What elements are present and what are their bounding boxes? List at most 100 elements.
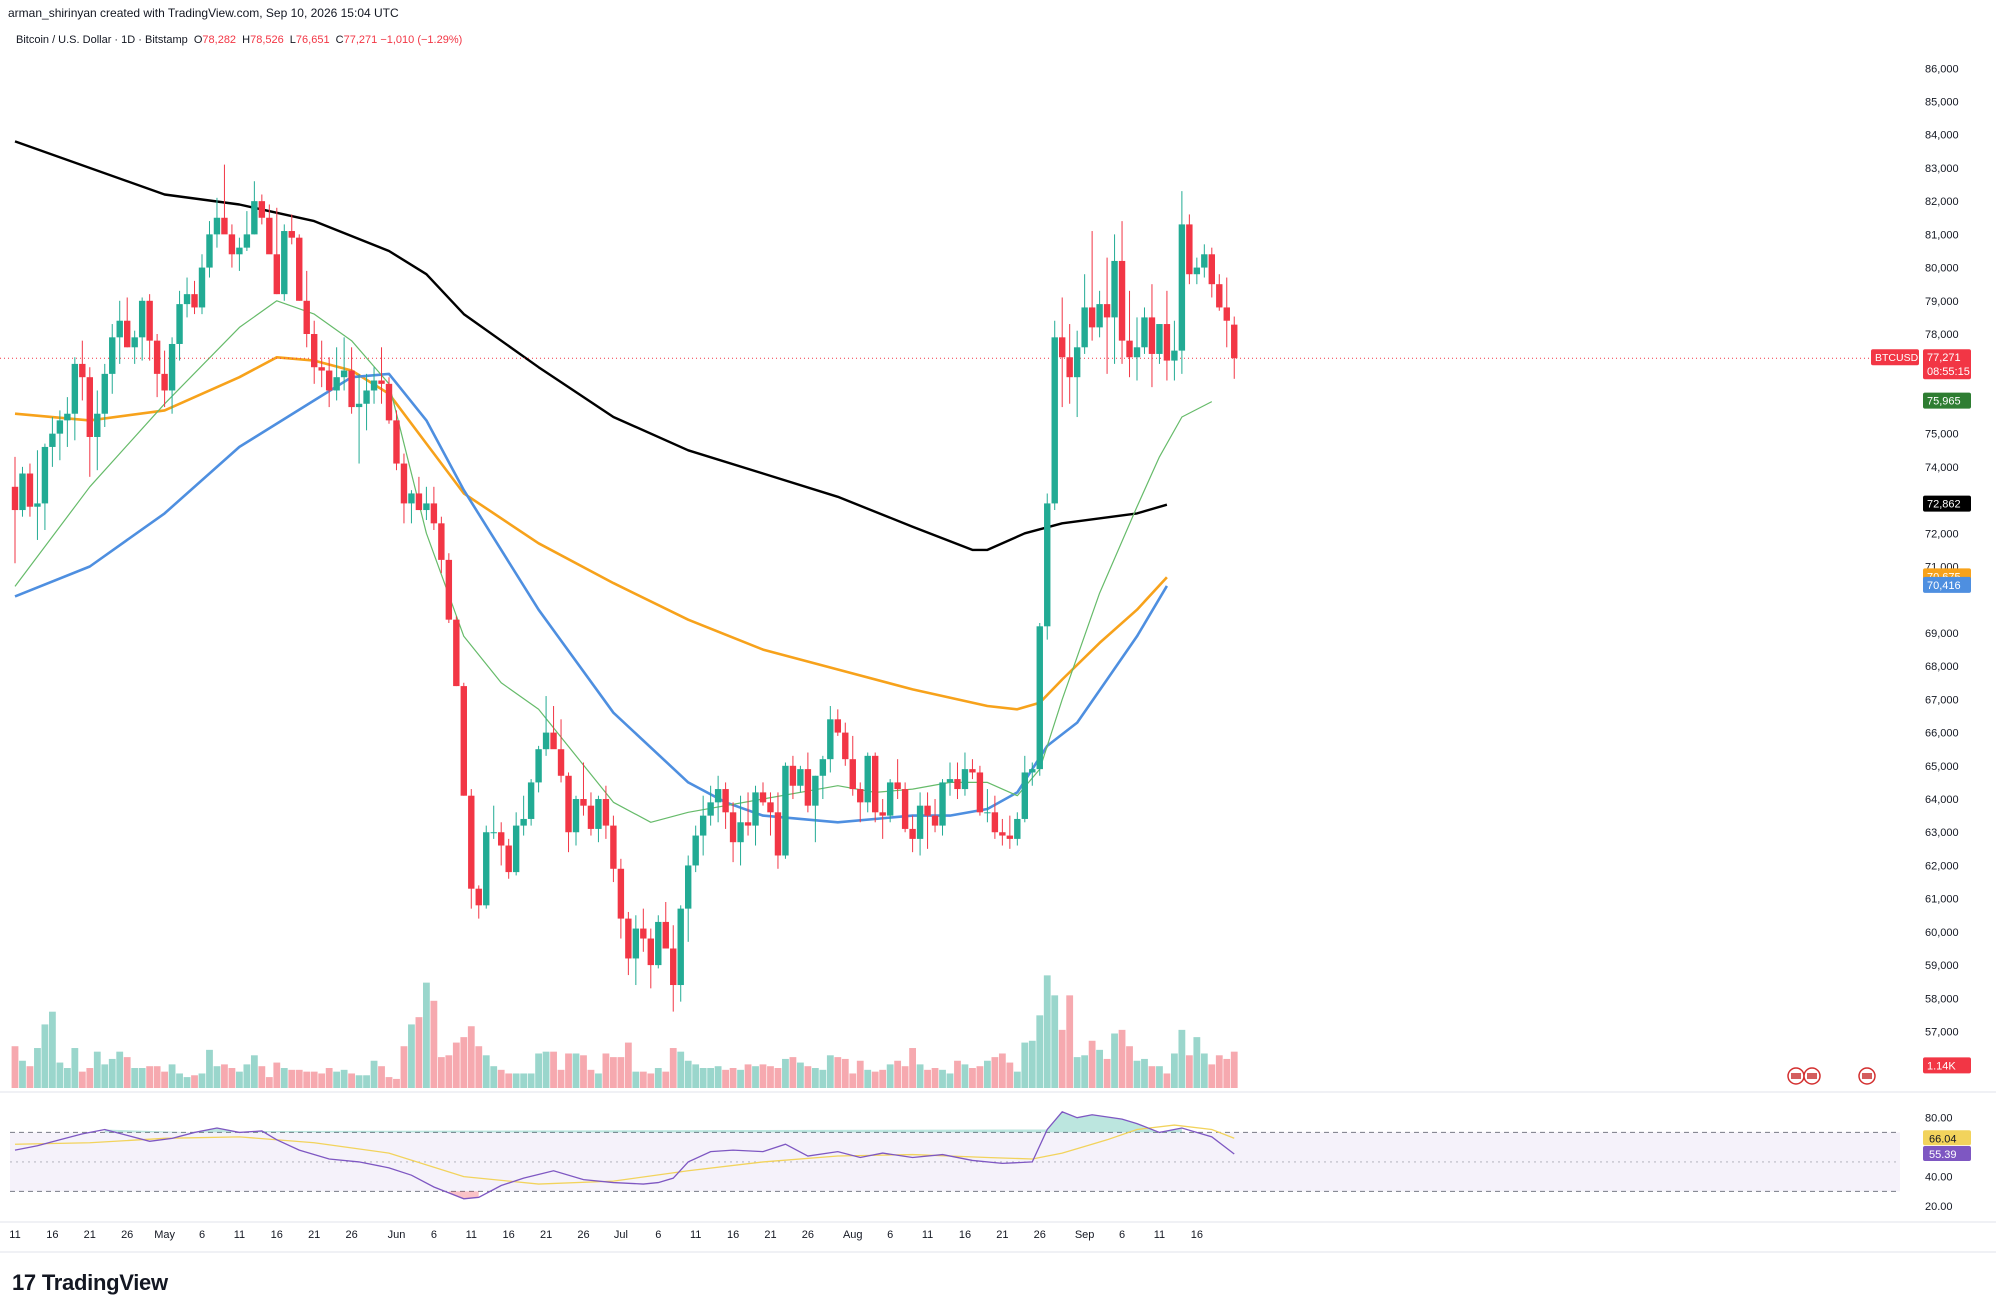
- badge-value: 75,965: [1927, 396, 1961, 408]
- candle-body: [610, 825, 617, 869]
- volume-bar: [228, 1068, 236, 1088]
- volume-bar: [602, 1053, 610, 1088]
- candle-body: [677, 908, 684, 986]
- volume-bar: [632, 1071, 640, 1088]
- volume-bar: [617, 1057, 625, 1088]
- candle-body: [954, 779, 961, 790]
- volume-bar: [744, 1064, 752, 1088]
- candle-body: [512, 825, 520, 873]
- price-axis-tick-label: 75,000: [1925, 429, 1959, 441]
- candle-body: [872, 755, 879, 813]
- volume-bar: [572, 1053, 580, 1088]
- volume-bar: [1148, 1066, 1156, 1088]
- volume-bar: [348, 1073, 355, 1088]
- symbol-title[interactable]: Bitcoin / U.S. Dollar · 1D · Bitstamp: [16, 34, 188, 46]
- volume-bar: [370, 1060, 378, 1088]
- candle-body: [370, 380, 378, 391]
- volume-bar: [811, 1068, 819, 1088]
- volume-bar: [684, 1060, 692, 1088]
- candle-body: [640, 928, 647, 939]
- candle-body: [483, 832, 490, 906]
- badge-value-bg: [1923, 392, 1971, 409]
- volume-bar: [445, 1055, 453, 1088]
- rsi-badge-value: 66.04: [1929, 1133, 1957, 1145]
- price-axis-tick-label: 57,000: [1925, 1027, 1959, 1039]
- candle-body: [774, 812, 782, 856]
- volume-bar: [452, 1042, 460, 1088]
- candle-body: [1171, 350, 1178, 361]
- candle-body: [124, 320, 131, 348]
- time-axis-label: 21: [540, 1229, 552, 1241]
- candle-body: [1186, 224, 1193, 275]
- candle-body: [161, 373, 168, 391]
- price-chart[interactable]: 86,000 85,000 84,000 83,000 82,000 81,000 80,0…: [0, 0, 1996, 1260]
- volume-bar: [423, 982, 430, 1088]
- candle-body: [64, 413, 71, 421]
- volume-bar: [116, 1051, 124, 1088]
- candle-body: [468, 795, 475, 889]
- candle-body: [258, 201, 266, 218]
- price-axis-tick-label: 66,000: [1925, 728, 1959, 740]
- candle-body: [236, 247, 243, 255]
- candle-body: [94, 413, 101, 437]
- volume-bar: [310, 1071, 318, 1088]
- volume-bar: [1215, 1055, 1223, 1088]
- badge-value: 1.14K: [1927, 1060, 1956, 1072]
- candle-body: [415, 493, 423, 511]
- candle-body: [475, 888, 482, 906]
- candle-body: [198, 267, 206, 308]
- candle-body: [1073, 347, 1081, 378]
- volume-bar: [774, 1068, 782, 1088]
- change-value: −1,010 (−1.29%): [380, 34, 463, 46]
- volume-bar: [729, 1068, 737, 1088]
- volume-bar: [954, 1060, 961, 1088]
- volume-bar: [1051, 995, 1059, 1088]
- volume-bar: [677, 1051, 685, 1088]
- volume-bar: [236, 1071, 243, 1088]
- volume-bar: [303, 1071, 311, 1088]
- volume-bar: [415, 1017, 423, 1088]
- volume-bar: [1156, 1066, 1163, 1088]
- candle-body: [1014, 818, 1021, 839]
- time-axis-label: 6: [431, 1229, 437, 1241]
- volume-bar: [280, 1068, 288, 1088]
- candle-body: [393, 420, 400, 464]
- tradingview-logo-text: TradingView: [41, 1270, 168, 1295]
- candle-body: [363, 390, 370, 404]
- volume-bar: [265, 1077, 273, 1088]
- candle-body: [1231, 324, 1238, 359]
- candle-body: [670, 948, 677, 986]
- low-value: 76,651: [295, 34, 330, 46]
- time-axis-label: 11: [690, 1229, 701, 1241]
- candle-body: [146, 300, 153, 341]
- time-axis-label: 21: [996, 1229, 1008, 1241]
- volume-bar: [146, 1066, 154, 1088]
- candle-body: [1126, 340, 1133, 358]
- volume-bar: [1013, 1071, 1021, 1088]
- moving-average-line: [14, 355, 1168, 711]
- candle-body: [1208, 254, 1215, 285]
- volume-bar: [894, 1060, 902, 1088]
- price-axis-tick-label: 81,000: [1925, 229, 1959, 241]
- volume-bar: [931, 1068, 939, 1088]
- tradingview-logo[interactable]: 17 TradingView: [12, 1270, 168, 1296]
- volume-bar: [647, 1073, 655, 1088]
- volume-bar: [984, 1060, 991, 1088]
- time-axis-label: 6: [655, 1229, 661, 1241]
- volume-bar: [78, 1071, 86, 1088]
- candle-body: [400, 463, 408, 504]
- time-axis-label: 16: [46, 1229, 58, 1241]
- candle-body: [385, 383, 393, 421]
- volume-bar: [34, 1048, 41, 1088]
- candle-body: [580, 799, 587, 806]
- volume-bar: [789, 1057, 797, 1088]
- candle-body: [176, 304, 183, 344]
- candle-body: [699, 815, 707, 836]
- badge-value-bg: [1923, 349, 1971, 380]
- volume-bar: [946, 1073, 954, 1088]
- price-axis-tick-label: 74,000: [1925, 462, 1959, 474]
- time-axis-label: May: [154, 1229, 175, 1241]
- volume-bar: [11, 1046, 19, 1088]
- volume-bar: [654, 1068, 662, 1088]
- volume-bar: [767, 1066, 774, 1088]
